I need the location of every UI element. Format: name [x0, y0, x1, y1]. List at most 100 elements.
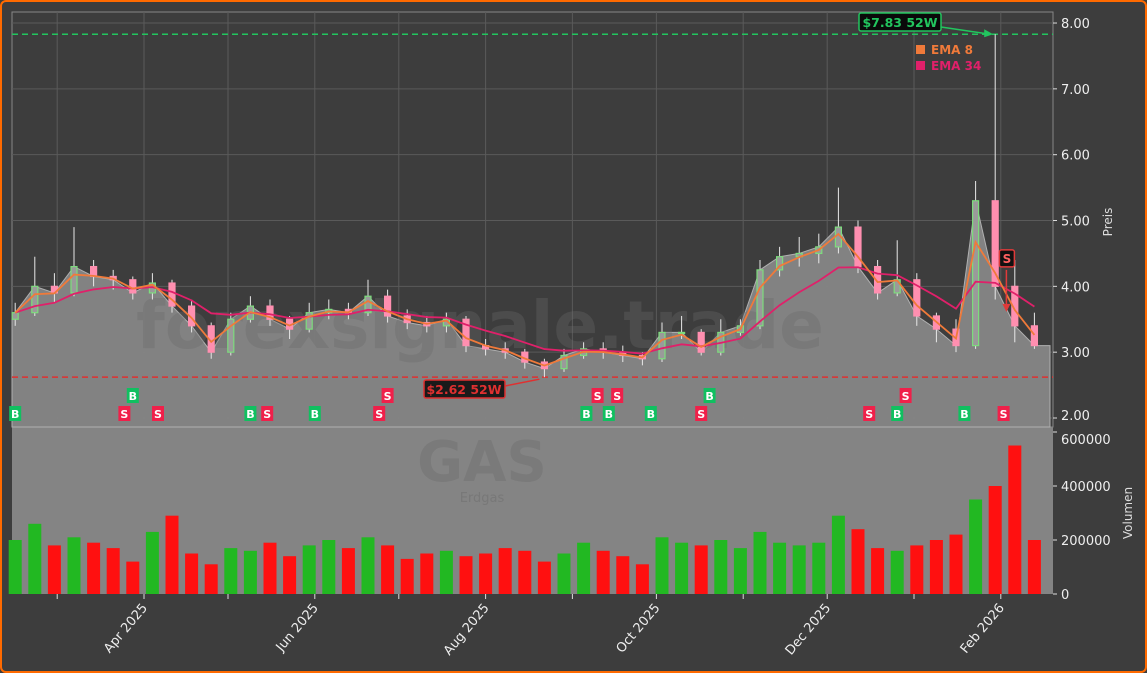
volume-tick-label: 600000	[1061, 433, 1111, 448]
volume-bar	[8, 540, 22, 594]
volume-bar	[733, 548, 747, 594]
volume-bar	[479, 553, 493, 594]
price-axis-label: Preis	[1101, 208, 1115, 237]
volume-bar	[28, 523, 42, 594]
volume-bar	[890, 550, 904, 594]
candle-body	[560, 354, 568, 370]
volume-bar	[871, 548, 885, 594]
signal-marker-sell	[591, 388, 604, 403]
volume-bar	[302, 545, 316, 594]
candle-body	[756, 269, 764, 327]
price-area	[11, 200, 1051, 428]
volume-bar	[1008, 445, 1022, 594]
symbol-name-watermark: Erdgas	[460, 491, 505, 506]
signal-label: B	[647, 408, 655, 421]
signal-label: B	[246, 408, 254, 421]
volume-bar	[145, 531, 159, 594]
signal-label: B	[605, 408, 613, 421]
low-52w-badge	[423, 379, 506, 399]
volume-bar	[420, 553, 434, 594]
arrow-down-icon	[1002, 303, 1011, 312]
volume-bar	[831, 515, 845, 594]
x-tick-label: Feb 2026	[958, 601, 1008, 657]
signal-marker-buy	[602, 406, 615, 421]
volume-bar	[596, 550, 610, 594]
signal-label: B	[960, 408, 968, 421]
candle-body	[462, 318, 470, 347]
volume-bar	[792, 545, 806, 594]
signal-marker-sell	[152, 406, 164, 421]
volume-bar	[675, 542, 689, 594]
volume-bar	[459, 556, 473, 594]
signal-marker-sell	[381, 388, 394, 403]
volume-bar	[773, 542, 787, 594]
signal-label: S	[154, 408, 162, 421]
last-signal-badge	[998, 249, 1016, 268]
candle-body	[775, 256, 784, 271]
signal-label: S	[902, 390, 910, 403]
volume-bar	[185, 553, 199, 594]
signal-label: B	[582, 408, 590, 421]
volume-bar	[949, 534, 963, 594]
volume-bar	[518, 550, 532, 594]
signal-marker-buy	[644, 406, 657, 421]
volume-bar	[988, 486, 1002, 594]
signal-marker-buy	[703, 388, 716, 403]
volume-bar	[635, 564, 649, 594]
x-tick-label: Aug 2025	[441, 601, 493, 659]
signal-label: S	[613, 390, 621, 403]
candle-body	[991, 200, 999, 287]
volume-bar	[753, 531, 767, 594]
volume-bar	[1027, 540, 1041, 594]
price-tick-label: 6.00	[1061, 149, 1090, 164]
volume-bar	[537, 561, 551, 594]
low-52w-label: $2.62 52W	[426, 382, 501, 397]
signal-marker-sell	[695, 406, 708, 421]
price-tick-label: 2.00	[1061, 409, 1090, 424]
volume-bar	[577, 542, 591, 594]
price-tick-label: 7.00	[1061, 83, 1090, 98]
candle-body	[266, 305, 274, 320]
candle-body	[168, 282, 176, 307]
volume-bar	[929, 540, 943, 594]
legend-swatch	[916, 61, 925, 70]
candle-body	[129, 279, 137, 294]
arrowhead-icon	[984, 29, 994, 38]
candle-body	[873, 265, 882, 294]
price-tick-label: 8.00	[1061, 17, 1090, 32]
signal-marker-buy	[126, 388, 139, 403]
volume-bar	[165, 515, 179, 594]
volume-bar	[557, 553, 571, 594]
volume-bar	[106, 548, 120, 594]
candle-body	[31, 285, 39, 314]
volume-bar	[87, 542, 101, 594]
volume-bar	[263, 542, 277, 594]
high-52w-label: $7.83 52W	[862, 15, 937, 30]
volume-bar	[283, 556, 297, 594]
volume-tick-label: 400000	[1061, 480, 1111, 495]
candle-body	[70, 265, 78, 294]
volume-bar	[67, 537, 81, 594]
volume-bar	[694, 545, 708, 594]
volume-bar	[243, 550, 257, 594]
high-52w-arrow	[940, 26, 991, 35]
signal-label: B	[893, 408, 901, 421]
low-52w-arrow	[504, 378, 540, 387]
signal-marker-sell	[899, 388, 912, 403]
signal-label: B	[311, 408, 319, 421]
x-tick-label: Dec 2025	[783, 601, 835, 658]
signal-label: B	[129, 390, 137, 403]
signal-marker-sell	[118, 406, 131, 421]
signal-marker-sell	[373, 406, 386, 421]
last-signal-label: S	[1003, 252, 1012, 266]
candle-body	[658, 331, 666, 360]
signal-marker-sell	[997, 406, 1010, 421]
signal-label: S	[594, 390, 602, 403]
ema-8-line	[14, 232, 1036, 367]
volume-tick-label: 200000	[1061, 534, 1111, 549]
signal-marker-buy	[244, 406, 257, 421]
volume-bar	[655, 537, 669, 594]
price-tick-label: 5.00	[1061, 215, 1090, 230]
volume-bar	[400, 558, 414, 594]
